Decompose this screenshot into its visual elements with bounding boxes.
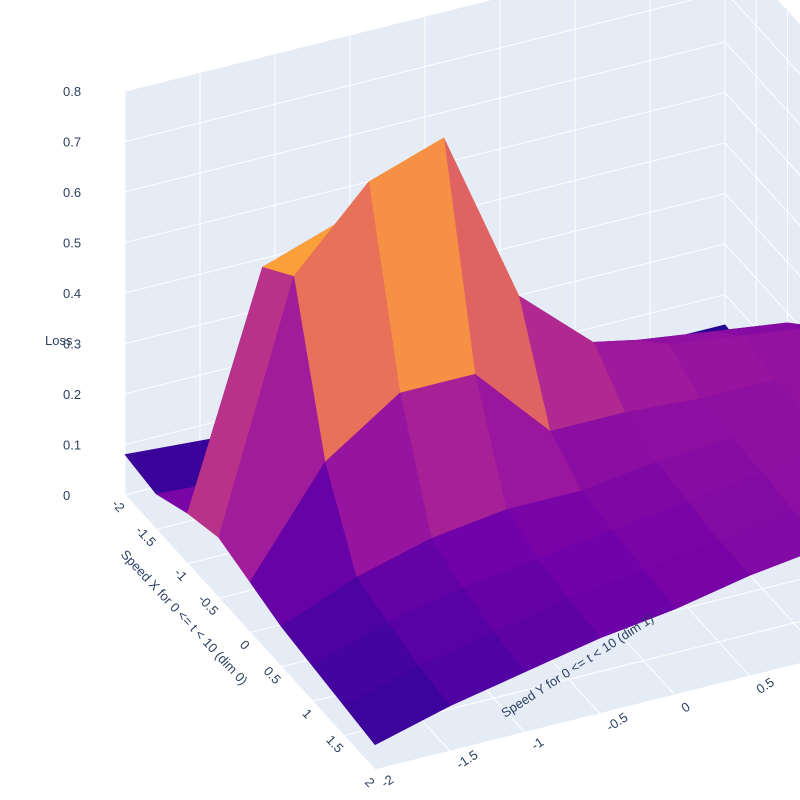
x-tick-label: -1	[171, 565, 190, 584]
z-tick-label: 0.7	[63, 135, 81, 150]
x-tick-label: 2	[362, 775, 378, 791]
y-tick-label: -0.5	[603, 709, 630, 734]
z-tick-label: 0.5	[63, 236, 81, 251]
gridline-z	[124, 0, 800, 92]
x-tick-label: 0.5	[261, 663, 284, 686]
y-tick-label: 0.5	[753, 674, 776, 696]
x-tick-label: -2	[109, 496, 128, 515]
z-tick-label: 0.6	[63, 185, 81, 200]
surface	[124, 137, 800, 746]
z-tick-label: 0.2	[63, 387, 81, 402]
z-tick-label: 0.3	[63, 337, 81, 352]
y-tick-label: 0	[678, 699, 692, 716]
gridline-z	[124, 41, 800, 193]
gridline-z	[124, 91, 800, 243]
gridline-x	[343, 621, 800, 737]
z-tick-label: 0.1	[63, 438, 81, 453]
gridline-z	[124, 0, 800, 142]
surface-patch	[793, 509, 800, 520]
z-tick-label: 0.4	[63, 286, 81, 301]
y-tick-label: -1.5	[453, 747, 480, 772]
y-tick-label: -1	[528, 734, 546, 753]
x-tick-label: 0	[237, 637, 253, 653]
y-tick-label: -2	[378, 772, 396, 791]
z-tick-label: 0.8	[63, 84, 81, 99]
x-tick-label: 1	[299, 706, 315, 722]
x-tick-label: 1.5	[323, 732, 346, 755]
z-tick-label: 0	[63, 488, 70, 503]
z-axis-label: Loss	[45, 333, 73, 348]
surface-patch	[343, 666, 451, 746]
gridline-x	[374, 663, 800, 771]
